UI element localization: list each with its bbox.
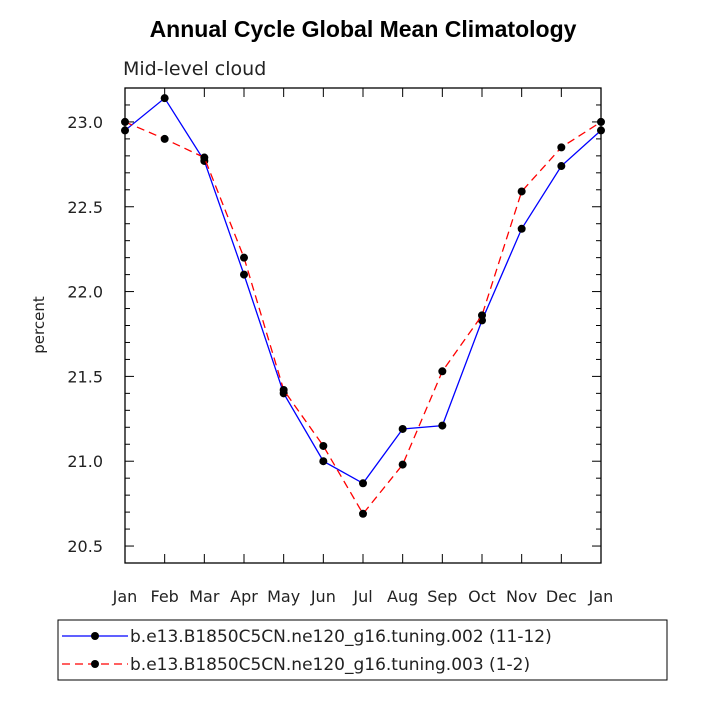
legend-label-2: b.e13.B1850C5CN.ne120_g16.tuning.003 (1-… — [130, 655, 530, 675]
y-tick-label: 23.0 — [67, 113, 103, 132]
data-point-series-1 — [398, 424, 407, 433]
series-line-2 — [124, 121, 602, 515]
x-tick-label: May — [267, 587, 300, 606]
data-point-series-2 — [557, 143, 566, 152]
legend-label-1: b.e13.B1850C5CN.ne120_g16.tuning.002 (11… — [130, 627, 552, 647]
x-tick-label: Feb — [151, 587, 179, 606]
x-tick-label: Jul — [352, 587, 372, 606]
x-tick-label: Jan — [588, 587, 614, 606]
y-tick-label: 21.0 — [67, 452, 103, 471]
y-axis-label: percent — [30, 296, 48, 354]
data-point-series-1 — [160, 94, 169, 103]
y-tick-label: 21.5 — [67, 367, 103, 386]
data-point-series-2 — [517, 187, 526, 196]
data-point-series-2 — [160, 134, 169, 143]
data-point-series-1 — [557, 162, 566, 171]
data-point-series-2 — [398, 460, 407, 469]
series-line-1 — [124, 97, 602, 485]
data-point-series-1 — [438, 421, 447, 430]
data-point-series-1 — [319, 457, 328, 466]
data-point-series-1 — [240, 270, 248, 279]
data-point-series-2 — [478, 311, 486, 320]
y-tick-label: 22.0 — [67, 283, 103, 302]
chart-title: Annual Cycle Global Mean Climatology — [150, 16, 577, 42]
x-tick-label: Aug — [387, 587, 418, 606]
x-tick-label: Jan — [112, 587, 138, 606]
data-point-series-2 — [200, 153, 209, 162]
plot-frame — [124, 87, 602, 564]
y-tick-label: 20.5 — [67, 537, 103, 556]
y-tick-label: 22.5 — [67, 198, 103, 217]
data-point-series-1 — [121, 126, 129, 135]
x-tick-label: Sep — [427, 587, 457, 606]
data-point-series-2 — [597, 117, 605, 126]
legend-marker-1 — [91, 632, 99, 640]
x-tick-label: Mar — [189, 587, 220, 606]
legend: b.e13.B1850C5CN.ne120_g16.tuning.002 (11… — [57, 619, 668, 681]
data-point-series-2 — [438, 367, 447, 376]
data-point-series-2 — [319, 441, 328, 450]
data-point-series-2 — [121, 117, 129, 126]
data-point-series-1 — [597, 126, 605, 135]
data-point-series-1 — [359, 479, 367, 488]
plot-area: 20.5 21.0 21.5 22.0 22.5 23.0 Jan Feb Mar Apr May J… — [67, 87, 614, 606]
data-point-series-1 — [517, 224, 526, 233]
data-point-series-2 — [359, 509, 367, 518]
x-tick-label: Oct — [468, 587, 496, 606]
legend-box — [57, 619, 668, 681]
data-point-series-2 — [279, 385, 288, 394]
x-tick-label: Dec — [546, 587, 577, 606]
chart-subtitle: Mid-level cloud — [123, 58, 266, 80]
x-tick-label: Jun — [310, 587, 336, 606]
data-point-series-2 — [240, 253, 248, 262]
x-tick-label: Apr — [230, 587, 258, 606]
x-tick-label: Nov — [506, 587, 537, 606]
legend-marker-2 — [91, 660, 99, 668]
